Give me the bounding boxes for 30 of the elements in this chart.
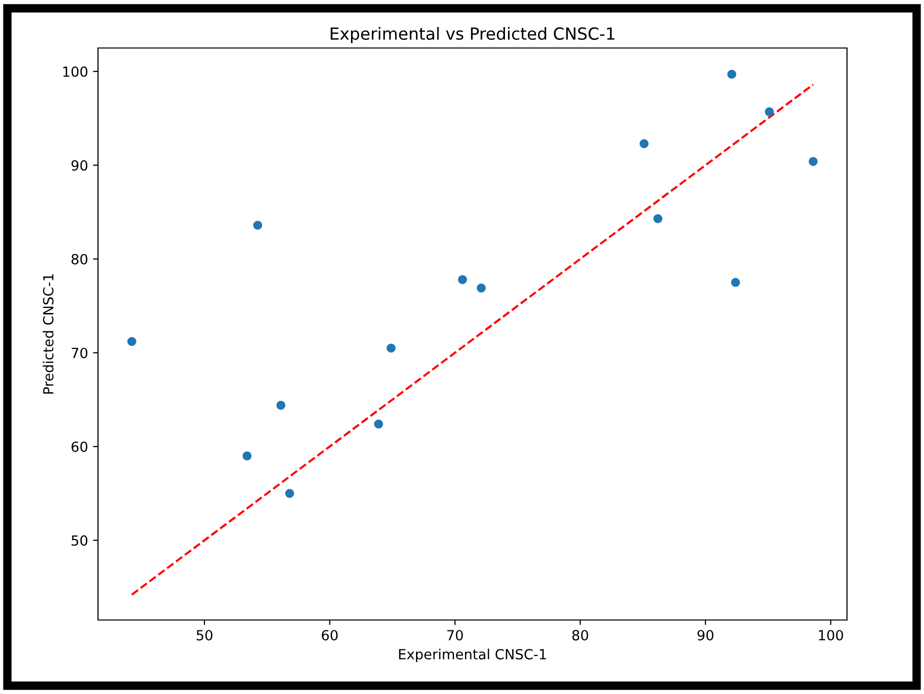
x-tick-label: 90 <box>698 630 714 640</box>
x-tick-label: 80 <box>572 630 588 640</box>
y-tick-label: 70 <box>72 348 88 358</box>
x-axis-title: Experimental CNSC-1 <box>399 648 546 662</box>
point <box>386 344 396 353</box>
point <box>276 400 286 410</box>
point <box>127 337 136 346</box>
point <box>285 488 294 498</box>
y-tick-label: 100 <box>63 66 88 77</box>
y-tick-label: 60 <box>72 441 88 452</box>
x-tick-label: 100 <box>818 630 844 640</box>
point <box>731 278 740 287</box>
y-tick-label: 80 <box>72 254 88 264</box>
chart-title: Experimental vs Predicted CNSC-1 <box>330 27 614 44</box>
point <box>653 214 662 224</box>
point <box>458 275 467 284</box>
point <box>242 451 252 460</box>
x-tick-label: 60 <box>322 630 338 640</box>
point <box>808 156 818 166</box>
point <box>253 220 262 230</box>
y-tick-label: 50 <box>72 535 88 546</box>
point <box>764 107 774 116</box>
point <box>640 139 649 148</box>
x-tick-label: 70 <box>447 630 463 640</box>
point <box>727 70 736 79</box>
y-tick-label: 90 <box>71 160 88 171</box>
point <box>374 420 384 429</box>
x-tick-label: 50 <box>196 630 212 640</box>
y-axis-title: Predicted CNSC-1 <box>42 274 54 394</box>
point <box>476 284 486 293</box>
